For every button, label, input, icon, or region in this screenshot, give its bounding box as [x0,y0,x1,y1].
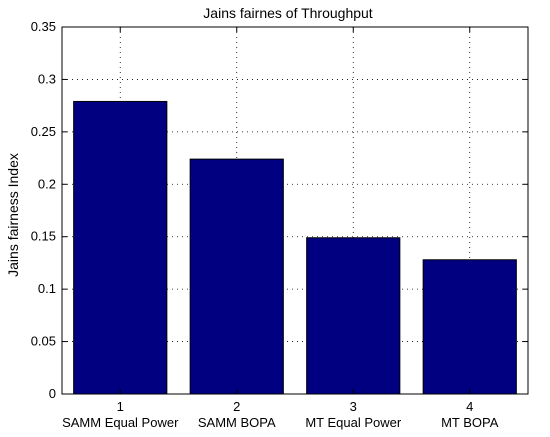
chart-title: Jains fairnes of Throughput [203,5,373,21]
y-tick-label: 0 [49,386,56,401]
y-tick-label: 0.15 [31,229,56,244]
bar-2 [189,158,284,395]
x-tick-label: 2 [233,399,240,414]
bar-4 [422,259,517,395]
ticks [62,26,528,395]
bar-1 [73,100,168,395]
y-tick-label: 0.3 [38,71,56,86]
x-tick-label: 3 [350,399,357,414]
bars [73,100,517,395]
x-tick-label: 1 [117,399,124,414]
y-tick-label: 0.25 [31,124,56,139]
y-tick-label: 0.1 [38,281,56,296]
x-category-name: SAMM Equal Power [62,415,179,430]
y-tick-labels: 0 0.05 0.1 0.15 0.2 0.25 0.3 0.35 [31,19,56,401]
y-tick-label: 0.35 [31,19,56,34]
y-axis-label: Jains fairness Index [5,153,21,277]
x-category-name: SAMM BOPA [198,415,276,430]
x-tick-label: 4 [466,399,473,414]
x-category-name: MT Equal Power [305,415,402,430]
y-tick-label: 0.05 [31,334,56,349]
plot-frame [61,26,529,395]
bar-3 [306,237,401,395]
x-category-name: MT BOPA [441,415,499,430]
y-tick-label: 0.2 [38,176,56,191]
